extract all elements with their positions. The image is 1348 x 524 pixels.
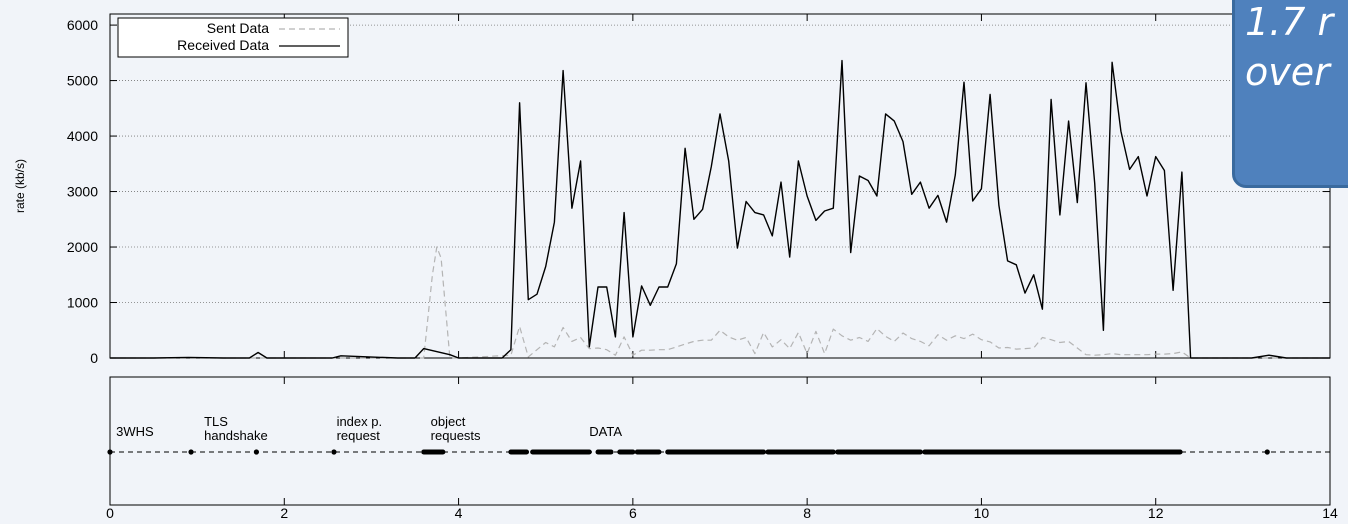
y-tick-label: 2000	[67, 239, 98, 255]
legend: Sent Data Received Data	[117, 17, 349, 58]
event-marks	[107, 449, 1270, 455]
x-tick-label: 0	[106, 505, 114, 519]
legend-label-sent: Sent Data	[207, 20, 269, 36]
phase-annotation: index p.	[337, 414, 383, 429]
x-tick-label: 2	[280, 505, 288, 519]
x-tick-label: 10	[974, 505, 990, 519]
x-tick-label: 6	[629, 505, 637, 519]
y-ticks: 0 1000 2000 3000 4000 5000 6000	[67, 14, 1331, 366]
x-tick-label: 4	[455, 505, 463, 519]
rate-plot-frame	[109, 13, 1331, 359]
phase-annotation: requests	[431, 428, 481, 443]
phase-annotation: TLS	[204, 414, 228, 429]
series-line-sent	[110, 246, 1330, 359]
event-dot	[107, 449, 113, 455]
callout-line-1: 1.7 r	[1245, 0, 1334, 44]
y-tick-label: 4000	[67, 128, 98, 144]
phase-annotation: 3WHS	[116, 424, 154, 439]
event-dot	[1264, 449, 1270, 455]
callout-box: 1.7 r over	[1232, 0, 1348, 188]
phase-annotation: handshake	[204, 428, 268, 443]
legend-label-received: Received Data	[177, 37, 269, 53]
y-tick-label: 5000	[67, 73, 98, 89]
y-tick-label: 0	[90, 350, 98, 366]
event-timeline-frame	[109, 376, 1331, 506]
x-ticks: 0 2 4 6 8 10 12 14	[106, 377, 1338, 521]
event-dot	[253, 449, 259, 455]
legend-box	[117, 17, 349, 58]
event-dot	[331, 449, 337, 455]
series-lines	[110, 59, 1330, 359]
phase-annotation: object	[431, 414, 466, 429]
event-dot	[188, 449, 194, 455]
x-tick-label: 8	[803, 505, 811, 519]
y-tick-label: 3000	[67, 184, 98, 200]
series-line-received	[110, 59, 1330, 359]
phase-annotation: request	[337, 428, 381, 443]
y-tick-label: 1000	[67, 295, 98, 311]
callout-line-2: over	[1245, 50, 1330, 94]
x-tick-label: 14	[1322, 505, 1338, 519]
phase-annotation: DATA	[589, 424, 622, 439]
y-tick-label: 6000	[67, 17, 98, 33]
y-axis-label: rate (kb/s)	[13, 159, 27, 213]
grid	[110, 24, 1330, 303]
x-tick-label: 12	[1148, 505, 1164, 519]
rate-plot: 0 1000 2000 3000 4000 5000 6000 rate (kb/s) Se…	[13, 13, 1331, 366]
